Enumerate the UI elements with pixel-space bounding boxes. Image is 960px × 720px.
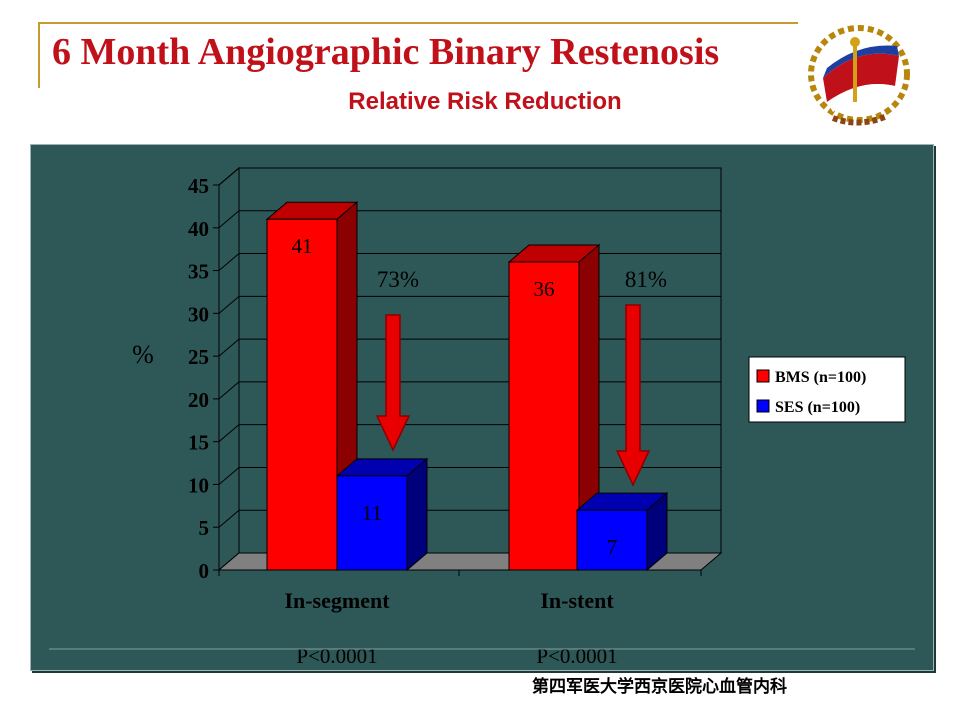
legend-swatch bbox=[756, 369, 770, 383]
bar bbox=[266, 218, 338, 571]
y-tick-label: 30 bbox=[188, 302, 209, 326]
bar-data-label: 41 bbox=[292, 234, 313, 258]
bar-data-label: 7 bbox=[607, 535, 618, 559]
title-frame-left bbox=[38, 22, 40, 88]
legend-box bbox=[748, 356, 906, 423]
page-title: 6 Month Angiographic Binary Restenosis bbox=[52, 31, 720, 73]
relative-risk-reduction-label: 73% bbox=[377, 267, 419, 292]
y-tick-label: 5 bbox=[199, 516, 210, 540]
gridline-side bbox=[218, 210, 240, 229]
y-tick-label: 25 bbox=[188, 345, 209, 369]
bar bbox=[336, 475, 408, 571]
y-axis-label: % bbox=[132, 340, 154, 369]
gridline-side bbox=[218, 467, 240, 485]
page-subtitle: Relative Risk Reduction bbox=[348, 88, 622, 115]
legend-entry: BMS (n=100) bbox=[775, 369, 866, 386]
gridline-side bbox=[218, 381, 240, 400]
p-value-label: P<0.0001 bbox=[296, 644, 377, 668]
down-arrow bbox=[615, 304, 651, 487]
gridline-side bbox=[218, 424, 240, 443]
bar-data-label: 36 bbox=[534, 277, 555, 301]
y-tick-label: 15 bbox=[188, 431, 209, 455]
y-tick-label: 35 bbox=[188, 260, 209, 284]
p-value-label: P<0.0001 bbox=[536, 644, 617, 668]
footer-institution: 第四军医大学西京医院心血管内科 bbox=[532, 677, 787, 697]
down-arrow bbox=[375, 314, 411, 452]
y-tick-label: 45 bbox=[188, 174, 209, 198]
gridline-side bbox=[218, 509, 240, 528]
gridline-side bbox=[218, 338, 240, 357]
bar bbox=[508, 261, 580, 571]
bar-data-label: 11 bbox=[362, 501, 382, 525]
x-category-label: In-segment bbox=[284, 588, 390, 613]
y-tick-label: 0 bbox=[199, 559, 210, 583]
bar-chart: 0 5 10 15 20 25 30 35 40 45% 41 11 In-segment P<0.000… bbox=[49, 166, 915, 668]
legend-entry: SES (n=100) bbox=[775, 399, 860, 416]
bar-side bbox=[406, 457, 428, 572]
y-tick-label: 40 bbox=[188, 217, 209, 241]
legend-swatch bbox=[756, 399, 770, 413]
chart-panel: 0 5 10 15 20 25 30 35 40 45% 41 11 In-segment P<0.000… bbox=[30, 144, 934, 671]
gridline-side bbox=[218, 295, 240, 314]
gridline-side bbox=[218, 167, 240, 186]
y-tick-label: 20 bbox=[188, 388, 209, 412]
bar bbox=[576, 509, 648, 571]
relative-risk-reduction-label: 81% bbox=[625, 267, 667, 292]
gridline-side bbox=[218, 253, 240, 271]
title-frame-top bbox=[38, 22, 798, 24]
y-tick-label: 10 bbox=[188, 473, 209, 497]
chart-side-wall bbox=[218, 166, 240, 572]
university-emblem-logo bbox=[808, 25, 910, 126]
x-category-label: In-stent bbox=[540, 588, 614, 613]
